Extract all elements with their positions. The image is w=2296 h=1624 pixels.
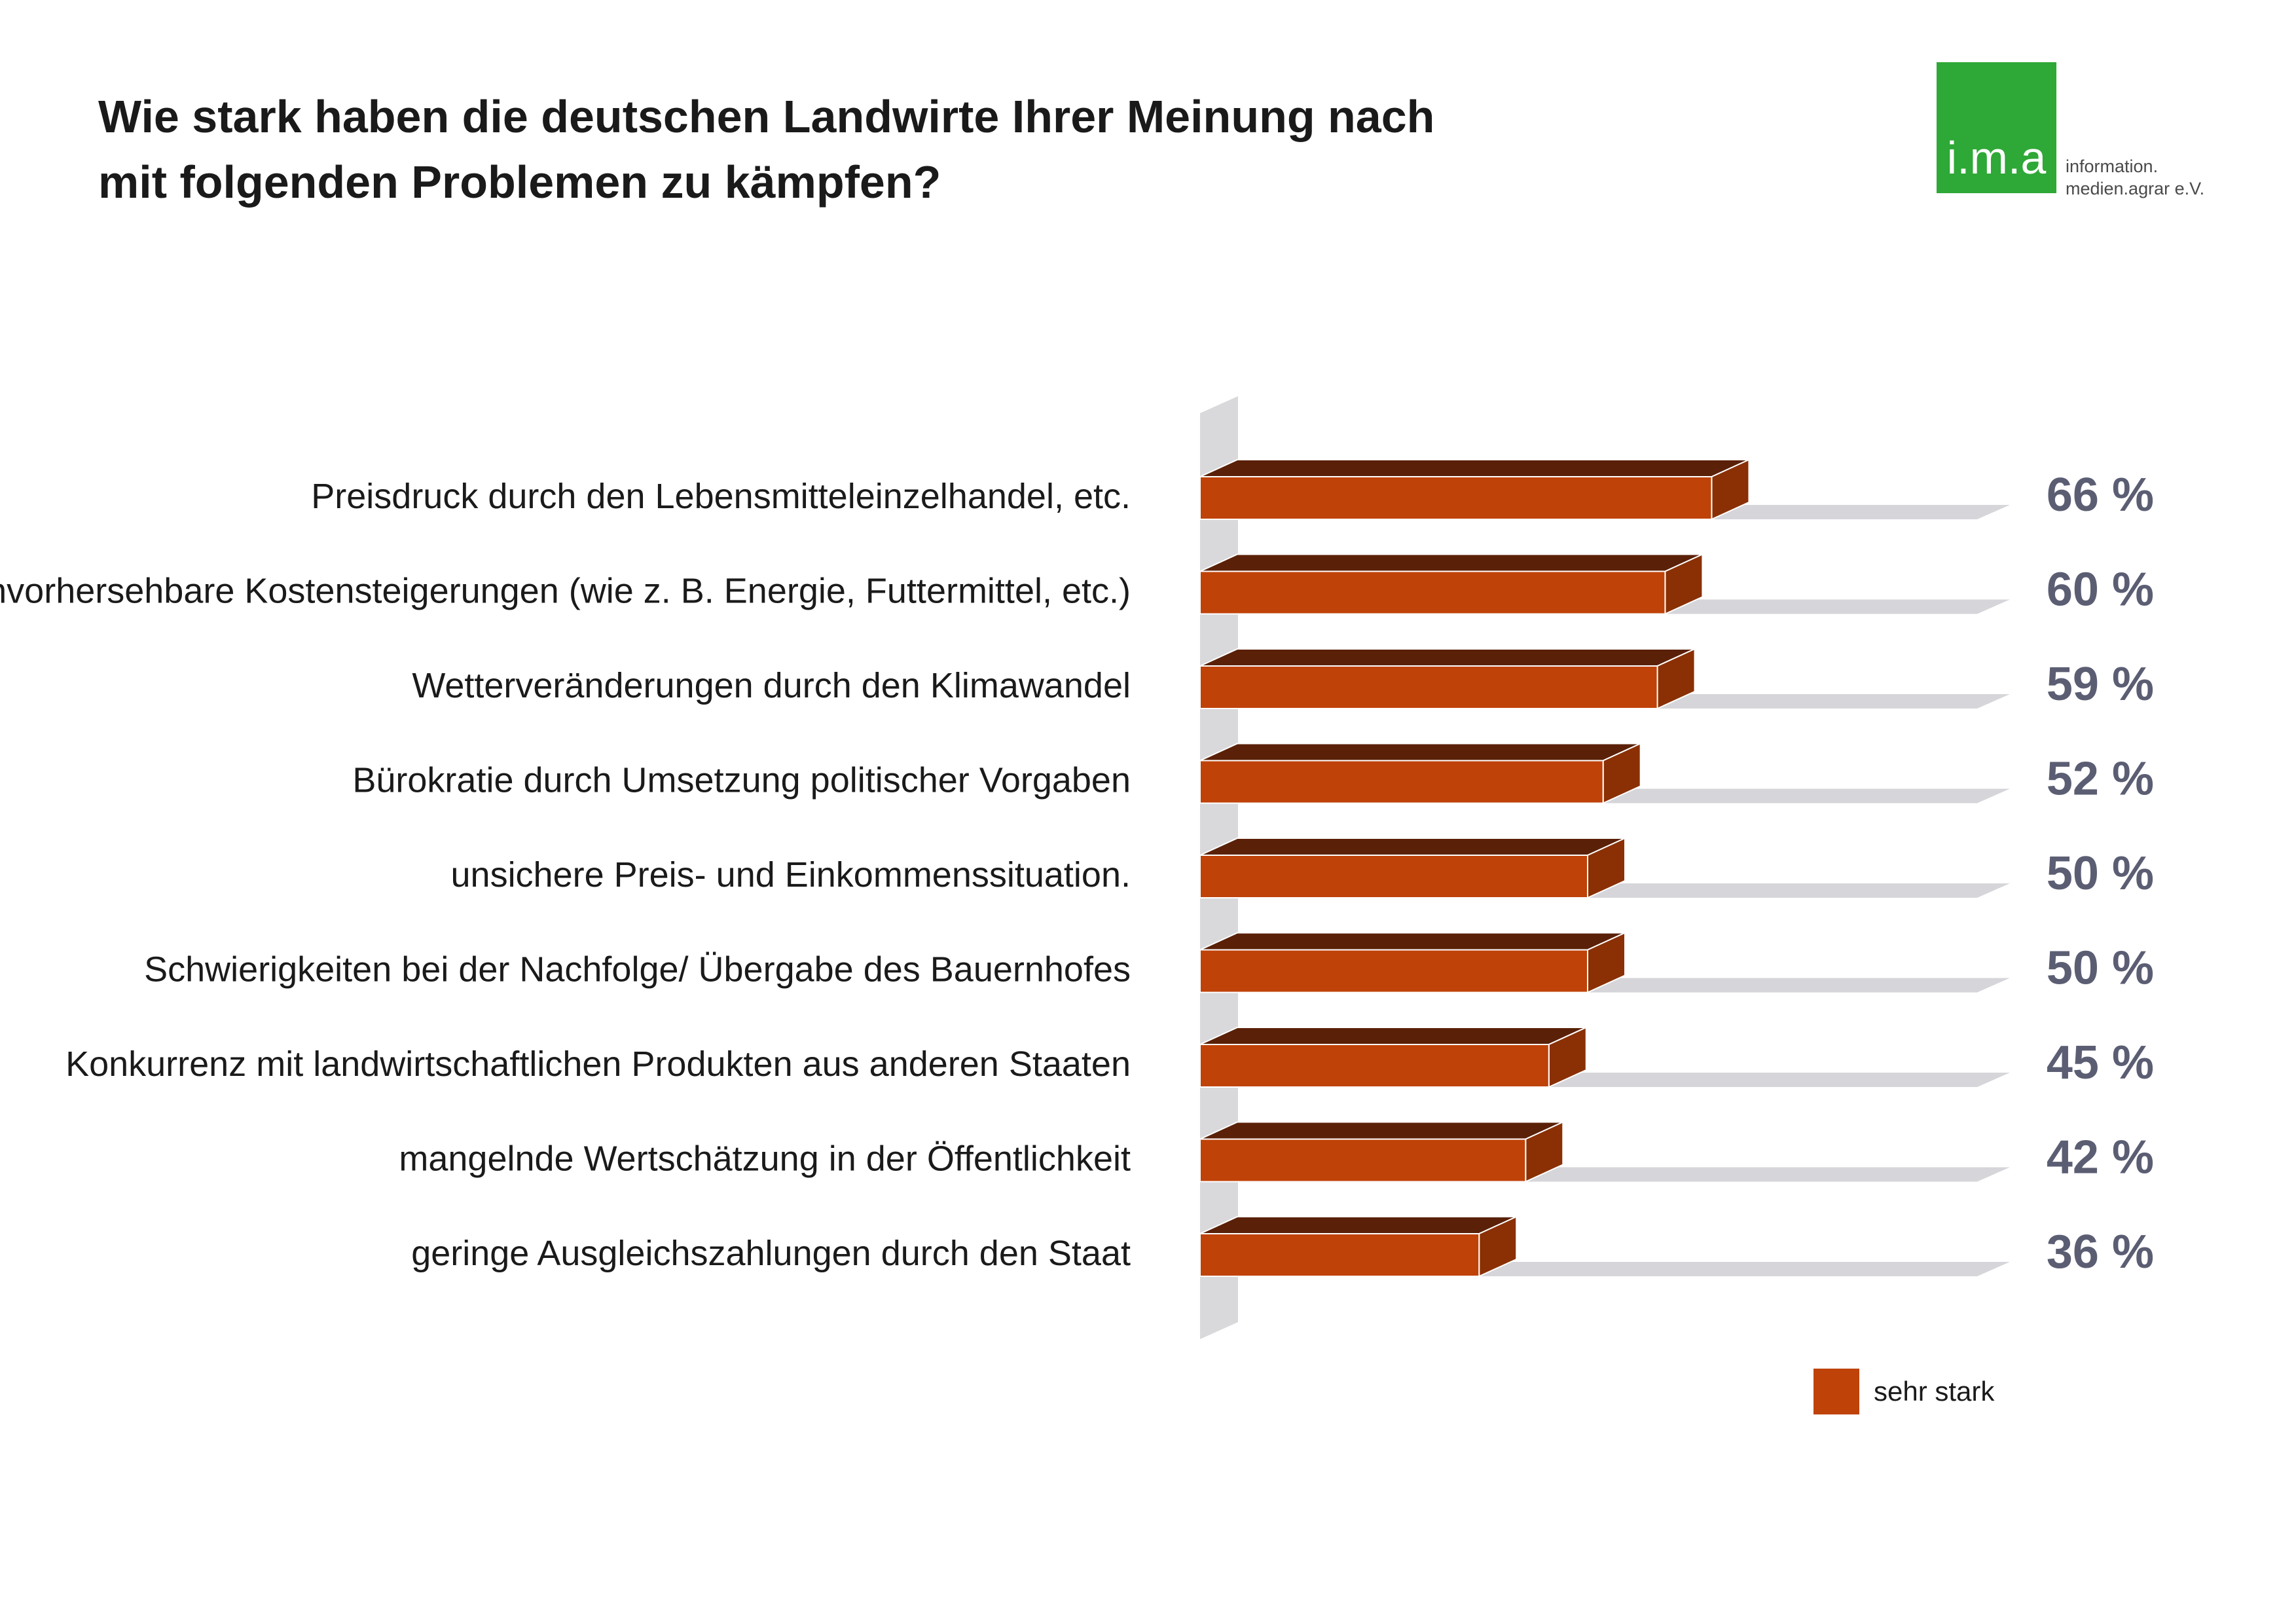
legend-swatch <box>1813 1369 1859 1414</box>
data-label: 66 % <box>2047 469 2154 521</box>
category-label: Konkurrenz mit landwirtschaftlichen Prod… <box>65 1044 1131 1084</box>
category-label: Wetterveränderungen durch den Klimawande… <box>412 666 1131 705</box>
data-label: 50 % <box>2047 942 2154 995</box>
category-label: unvorhersehbare Kostensteigerungen (wie … <box>0 572 1131 611</box>
data-label: 52 % <box>2047 753 2154 805</box>
chart-title-line-2: mit folgenden Problemen zu kämpfen? <box>98 157 941 208</box>
bar-front-face <box>1199 1044 1550 1088</box>
data-label: 59 % <box>2047 658 2154 710</box>
logo-text: information. medien.agrar e.V. <box>2066 155 2255 200</box>
bar-front-face <box>1199 570 1666 615</box>
bar-top-face <box>1199 648 1695 667</box>
bar <box>1199 1026 1587 1088</box>
bar <box>1199 742 1641 805</box>
data-label: 60 % <box>2047 564 2154 616</box>
category-label: Schwierigkeiten bei der Nachfolge/ Überg… <box>144 950 1131 989</box>
data-label: 36 % <box>2047 1226 2154 1278</box>
bar-top-face <box>1199 1216 1517 1234</box>
bar-front-face <box>1199 1233 1480 1277</box>
logo-mark: i.m.a <box>1946 132 2047 183</box>
category-label: unsichere Preis- und Einkommenssituation… <box>451 855 1131 895</box>
bar-top-face <box>1199 1027 1587 1045</box>
data-label: 50 % <box>2047 847 2154 900</box>
bar-front-face <box>1199 665 1658 709</box>
bar-front-face <box>1199 760 1604 804</box>
bar-top-face <box>1199 743 1641 762</box>
logo-text-line-1: information. <box>2066 157 2159 176</box>
bar <box>1199 837 1626 899</box>
bar-front-face <box>1199 476 1713 520</box>
bar-top-face <box>1199 838 1626 856</box>
category-label: geringe Ausgleichszahlungen durch den St… <box>411 1234 1131 1273</box>
logo-text-line-2: medien.agrar e.V. <box>2066 179 2205 198</box>
bar <box>1199 553 1704 616</box>
data-label: 45 % <box>2047 1037 2154 1089</box>
bar <box>1199 931 1626 994</box>
bar-front-face <box>1199 1138 1527 1183</box>
bar-top-face <box>1199 932 1626 951</box>
bar <box>1199 1120 1564 1183</box>
bar <box>1199 648 1696 710</box>
bar-top-face <box>1199 1121 1563 1140</box>
bar-front-face <box>1199 855 1588 898</box>
chart-title: Wie stark haben die deutschen Landwirte … <box>98 84 1669 215</box>
bar-front-face <box>1199 949 1588 993</box>
category-label: mangelnde Wertschätzung in der Öffentlic… <box>399 1139 1131 1179</box>
category-label: Preisdruck durch den Lebensmitteleinzelh… <box>311 477 1131 516</box>
bar-top-face <box>1199 553 1703 572</box>
bar <box>1199 458 1750 521</box>
logo-green-box <box>1937 62 2056 193</box>
legend-label: sehr stark <box>1874 1376 1995 1407</box>
bar <box>1199 1215 1518 1278</box>
data-label: 42 % <box>2047 1132 2154 1184</box>
chart-title-line-1: Wie stark haben die deutschen Landwirte … <box>98 91 1435 142</box>
category-label: Bürokratie durch Umsetzung politischer V… <box>352 761 1131 800</box>
bar-top-face <box>1199 459 1749 477</box>
